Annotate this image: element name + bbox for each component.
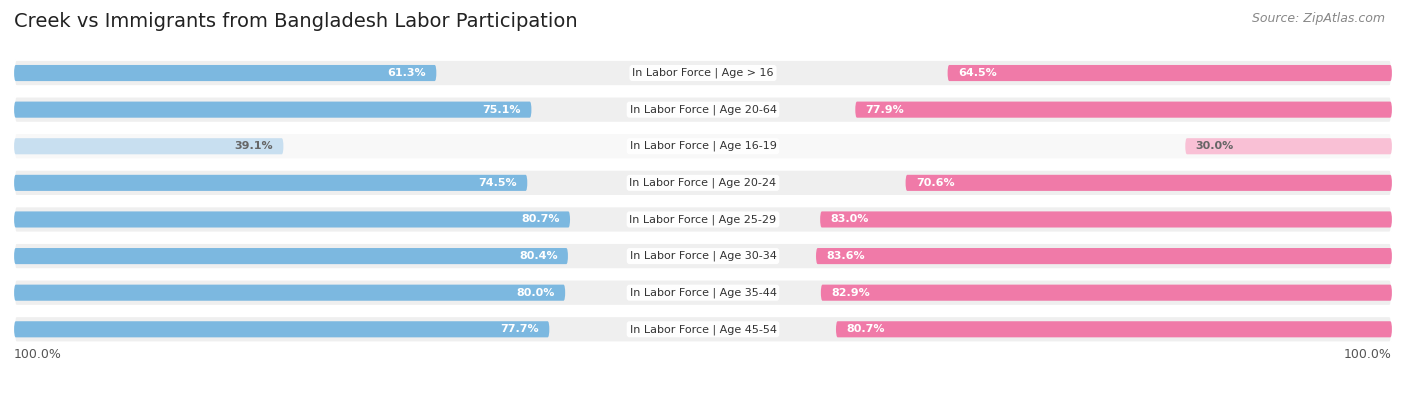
Text: 100.0%: 100.0% — [1344, 348, 1392, 361]
Text: Source: ZipAtlas.com: Source: ZipAtlas.com — [1251, 12, 1385, 25]
FancyBboxPatch shape — [14, 133, 1392, 160]
FancyBboxPatch shape — [14, 170, 1392, 196]
FancyBboxPatch shape — [820, 211, 1392, 228]
Text: In Labor Force | Age 20-24: In Labor Force | Age 20-24 — [630, 178, 776, 188]
FancyBboxPatch shape — [14, 321, 550, 337]
FancyBboxPatch shape — [14, 96, 1392, 123]
Text: 80.4%: 80.4% — [519, 251, 558, 261]
FancyBboxPatch shape — [14, 243, 1392, 269]
FancyBboxPatch shape — [14, 280, 1392, 306]
FancyBboxPatch shape — [14, 60, 1392, 86]
Text: 82.9%: 82.9% — [831, 288, 870, 298]
Text: 74.5%: 74.5% — [478, 178, 517, 188]
FancyBboxPatch shape — [905, 175, 1392, 191]
Text: Creek vs Immigrants from Bangladesh Labor Participation: Creek vs Immigrants from Bangladesh Labo… — [14, 12, 578, 31]
Text: 77.7%: 77.7% — [501, 324, 538, 334]
Text: In Labor Force | Age 20-64: In Labor Force | Age 20-64 — [630, 104, 776, 115]
FancyBboxPatch shape — [14, 316, 1392, 342]
FancyBboxPatch shape — [855, 102, 1392, 118]
FancyBboxPatch shape — [14, 211, 569, 228]
FancyBboxPatch shape — [837, 321, 1392, 337]
Text: 75.1%: 75.1% — [482, 105, 522, 115]
Text: 80.7%: 80.7% — [846, 324, 884, 334]
Text: In Labor Force | Age 30-34: In Labor Force | Age 30-34 — [630, 251, 776, 261]
FancyBboxPatch shape — [14, 248, 568, 264]
FancyBboxPatch shape — [14, 175, 527, 191]
Text: 83.6%: 83.6% — [827, 251, 865, 261]
Text: 80.0%: 80.0% — [516, 288, 555, 298]
Text: 61.3%: 61.3% — [388, 68, 426, 78]
Text: 64.5%: 64.5% — [957, 68, 997, 78]
Text: 83.0%: 83.0% — [831, 214, 869, 224]
Text: 30.0%: 30.0% — [1195, 141, 1234, 151]
FancyBboxPatch shape — [1185, 138, 1392, 154]
FancyBboxPatch shape — [14, 65, 436, 81]
FancyBboxPatch shape — [14, 102, 531, 118]
FancyBboxPatch shape — [821, 285, 1392, 301]
Text: 100.0%: 100.0% — [14, 348, 62, 361]
Text: 77.9%: 77.9% — [866, 105, 904, 115]
Text: In Labor Force | Age 35-44: In Labor Force | Age 35-44 — [630, 288, 776, 298]
Text: In Labor Force | Age 16-19: In Labor Force | Age 16-19 — [630, 141, 776, 152]
Text: 39.1%: 39.1% — [235, 141, 273, 151]
Text: In Labor Force | Age 45-54: In Labor Force | Age 45-54 — [630, 324, 776, 335]
Text: In Labor Force | Age > 16: In Labor Force | Age > 16 — [633, 68, 773, 78]
FancyBboxPatch shape — [815, 248, 1392, 264]
Text: 80.7%: 80.7% — [522, 214, 560, 224]
Text: 70.6%: 70.6% — [915, 178, 955, 188]
FancyBboxPatch shape — [14, 285, 565, 301]
FancyBboxPatch shape — [14, 138, 284, 154]
FancyBboxPatch shape — [948, 65, 1392, 81]
Text: In Labor Force | Age 25-29: In Labor Force | Age 25-29 — [630, 214, 776, 225]
FancyBboxPatch shape — [14, 206, 1392, 233]
